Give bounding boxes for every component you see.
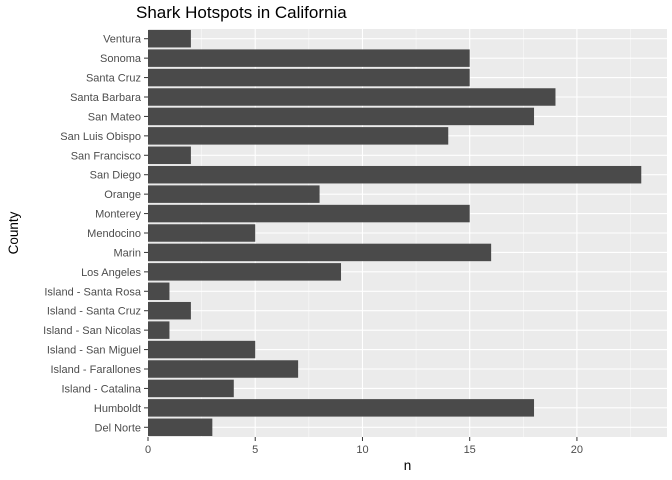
y-tick-label: Island - San Nicolas <box>43 325 141 337</box>
y-tick-label: Monterey <box>95 209 141 221</box>
bar-humboldt <box>148 399 535 417</box>
bar-monterey <box>148 204 470 223</box>
bar-santa-barbara <box>148 88 556 106</box>
y-tick-label: Santa Barbara <box>70 92 142 104</box>
bar-santa-cruz <box>148 68 470 87</box>
x-tick-label: 5 <box>252 444 258 456</box>
bar-sonoma <box>148 49 470 67</box>
y-tick-label: Island - Farallones <box>51 364 142 376</box>
y-tick-label: Los Angeles <box>81 267 141 279</box>
y-tick-label: Island - Santa Rosa <box>44 286 141 298</box>
bar-san-francisco <box>148 146 191 165</box>
y-axis-title: County <box>6 211 21 254</box>
y-tick-label: San Diego <box>90 170 141 182</box>
y-tick-label: Del Norte <box>95 422 141 434</box>
y-tick-label: San Luis Obispo <box>60 131 141 143</box>
x-axis-title: n <box>404 458 412 473</box>
y-tick-label: Santa Cruz <box>86 73 141 85</box>
bar-island-santa-rosa <box>148 282 170 301</box>
y-tick-label: Humboldt <box>94 403 141 415</box>
x-tick-label: 20 <box>571 444 583 456</box>
y-tick-label: Ventura <box>103 34 142 46</box>
x-tick-label: 0 <box>145 444 151 456</box>
y-tick-label: Mendocino <box>87 228 141 240</box>
y-tick-label: Island - San Miguel <box>47 345 141 357</box>
bar-marin <box>148 243 492 262</box>
chart-title: Shark Hotspots in California <box>136 3 347 22</box>
bar-ventura <box>148 29 191 48</box>
bar-island-farallones <box>148 360 299 378</box>
bar-los-angeles <box>148 263 342 281</box>
y-tick-label: Orange <box>104 189 141 201</box>
bar-island-santa-cruz <box>148 301 191 320</box>
bar-island-catalina <box>148 379 234 398</box>
y-tick-label: Sonoma <box>100 53 142 65</box>
x-tick-label: 15 <box>464 444 476 456</box>
y-tick-label: Island - Santa Cruz <box>47 306 141 318</box>
y-tick-label: San Mateo <box>88 111 141 123</box>
bar-del-norte <box>148 418 213 437</box>
y-tick-label: Marin <box>113 247 141 259</box>
bar-mendocino <box>148 224 256 242</box>
bar-san-luis-obispo <box>148 127 449 145</box>
y-tick-label: San Francisco <box>71 150 141 162</box>
bar-island-san-miguel <box>148 340 256 359</box>
x-tick-label: 10 <box>356 444 368 456</box>
bar-san-mateo <box>148 107 535 126</box>
bar-san-diego <box>148 165 642 184</box>
bar-island-san-nicolas <box>148 321 170 339</box>
y-tick-label: Island - Catalina <box>62 383 142 395</box>
bar-orange <box>148 185 320 203</box>
